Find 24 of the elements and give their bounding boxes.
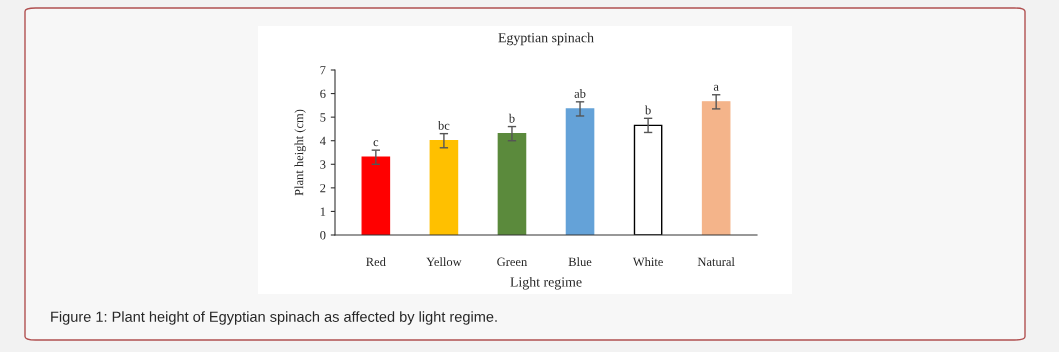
chart-title: Egyptian spinach bbox=[498, 32, 594, 46]
annotation: a bbox=[713, 84, 719, 91]
y-tick-label: 2 bbox=[320, 183, 326, 193]
y-tick-label: 7 bbox=[320, 66, 326, 75]
y-axis-title: Plant height (cm) bbox=[294, 109, 306, 196]
annotation: c bbox=[373, 140, 379, 147]
x-tick-label: Yellow bbox=[426, 257, 462, 267]
x-tick-label: Green bbox=[497, 257, 528, 267]
annotation: bc bbox=[438, 120, 450, 130]
y-tick-label: 4 bbox=[319, 136, 326, 146]
x-tick-label: Natural bbox=[697, 257, 735, 267]
y-tick-label: 3 bbox=[320, 160, 326, 169]
x-axis-title: Light regime bbox=[510, 276, 582, 290]
caption: Figure 1: Plant height of Egyptian spinach as affected by light regime. bbox=[51, 311, 497, 325]
y-tick-label: 5 bbox=[320, 113, 326, 122]
y-tick-label: 6 bbox=[320, 89, 326, 99]
x-tick-label: White bbox=[632, 257, 663, 267]
annotation: ab bbox=[574, 89, 586, 98]
x-tick-label: Red bbox=[366, 257, 386, 267]
x-tick-label: Blue bbox=[568, 257, 592, 267]
annotation: b bbox=[508, 113, 515, 123]
annotation: b bbox=[644, 105, 651, 115]
y-tick-label: 1 bbox=[320, 207, 326, 216]
y-tick-label: 0 bbox=[320, 231, 326, 240]
